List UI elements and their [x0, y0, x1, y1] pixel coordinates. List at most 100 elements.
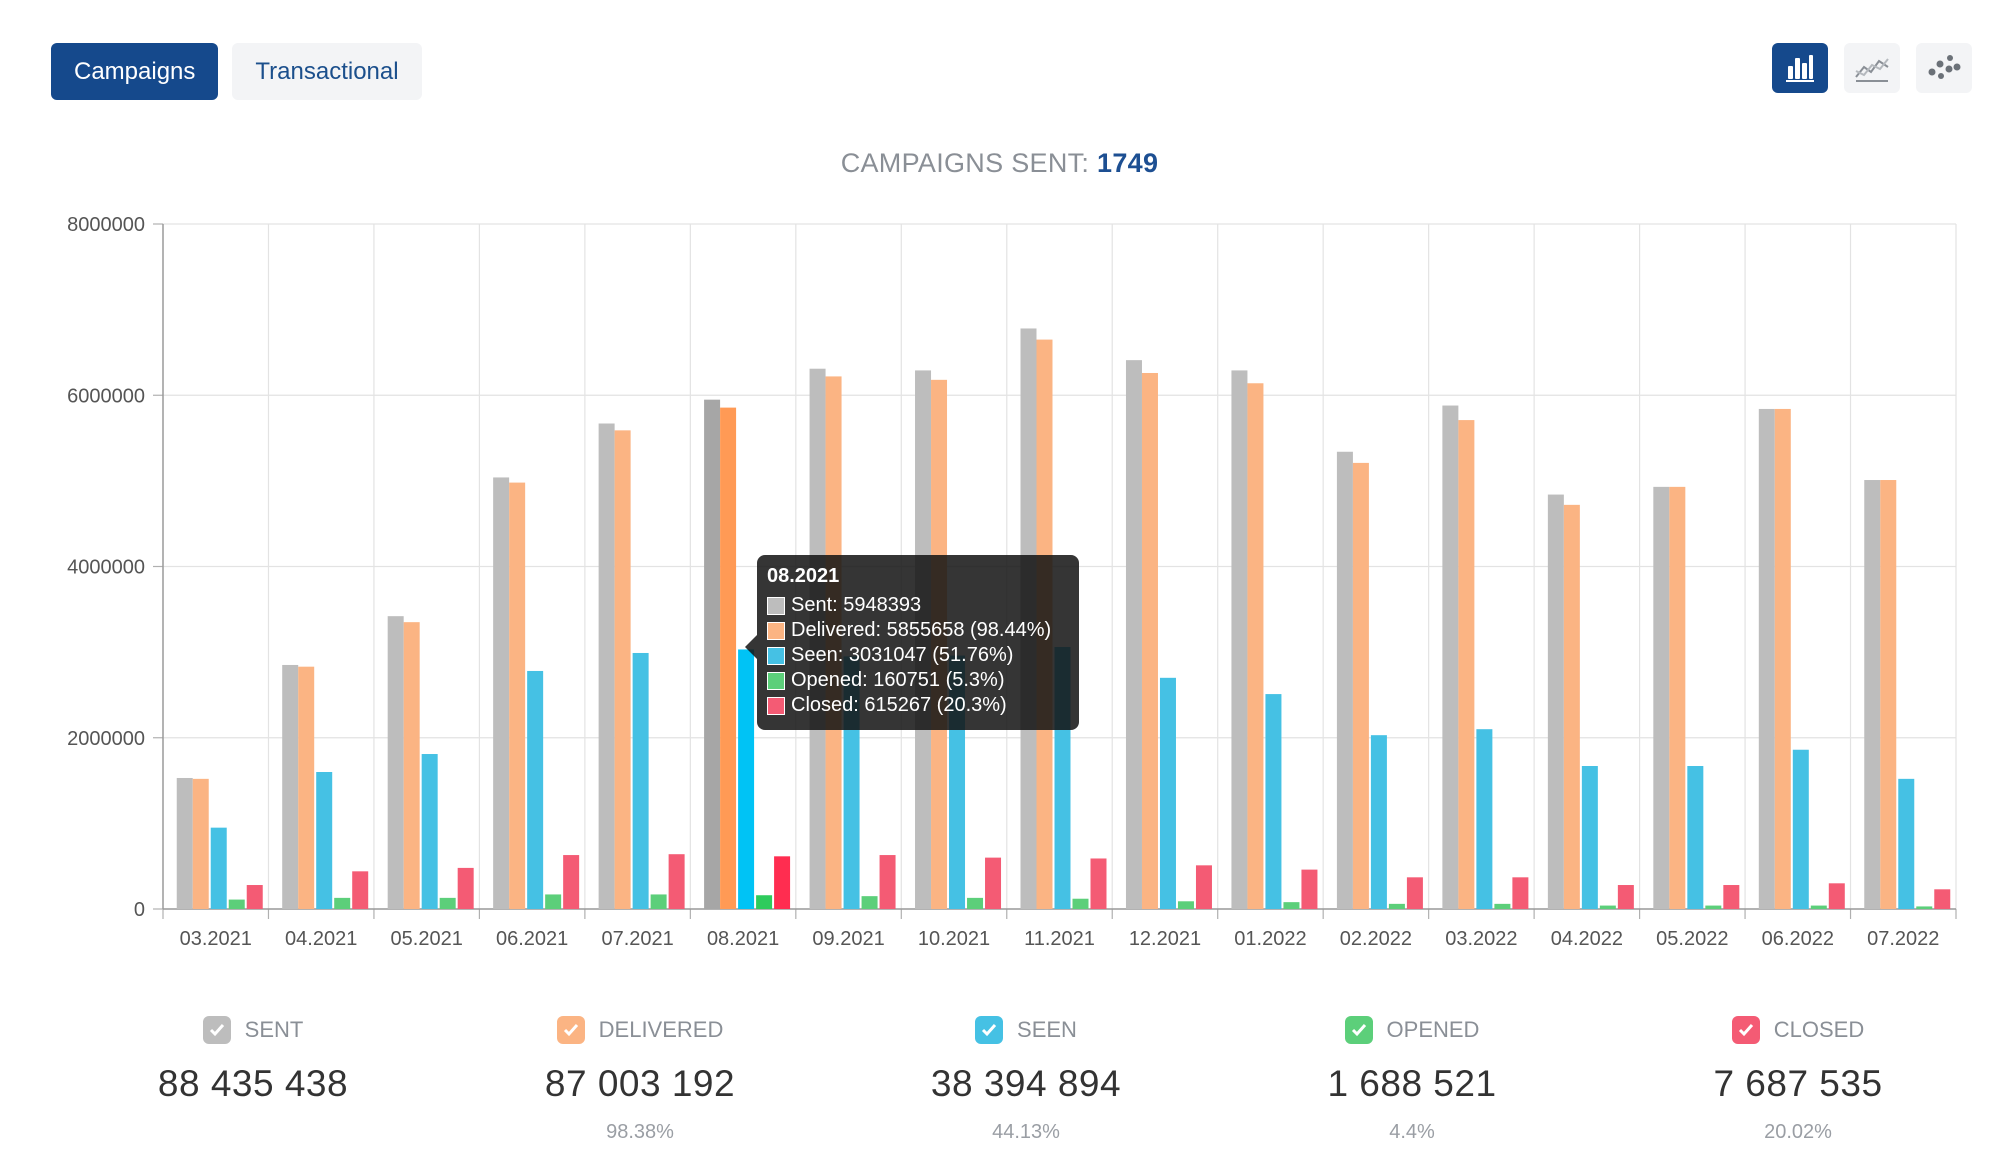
- bar-delivered: [403, 622, 420, 909]
- scatter-chart-view-button[interactable]: [1916, 43, 1972, 93]
- x-tick-label: 03.2021: [180, 928, 252, 950]
- bar-sent: [176, 777, 193, 909]
- stat-total: 38 394 894: [930, 1063, 1122, 1104]
- x-tick-label: 05.2022: [1656, 928, 1728, 950]
- tooltip-row-text: Sent: 5948393: [791, 594, 922, 616]
- x-tick-label: 08.2021: [707, 928, 779, 950]
- x-tick-label: 07.2021: [601, 928, 673, 950]
- legend-toggle-opened[interactable]: OPENED: [1262, 1015, 1562, 1045]
- stat-total: 88 435 438: [157, 1063, 349, 1104]
- tab-campaigns[interactable]: Campaigns: [51, 43, 219, 100]
- bar-sent: [387, 616, 404, 909]
- bar-delivered: [1458, 420, 1475, 909]
- legend-toggle-delivered[interactable]: DELIVERED: [490, 1015, 790, 1045]
- checkbox-icon[interactable]: [975, 1016, 1004, 1044]
- legend-toggle-closed[interactable]: CLOSED: [1648, 1015, 1948, 1045]
- bar-delivered: [192, 778, 209, 909]
- campaigns-sent-count: 1749: [1097, 148, 1159, 178]
- x-tick-label: 02.2022: [1340, 928, 1412, 950]
- campaigns-sent-label: CAMPAIGNS SENT:: [840, 148, 1090, 178]
- x-tick-label: 12.2021: [1129, 928, 1201, 950]
- bar-opened: [545, 894, 562, 909]
- bar-sent: [493, 477, 510, 909]
- bar-closed: [1723, 885, 1740, 909]
- bar-sent: [1758, 408, 1775, 909]
- stat-total: 7 687 535: [1713, 1063, 1883, 1104]
- bar-opened: [756, 895, 773, 909]
- bar-opened: [228, 899, 245, 909]
- bar-closed: [1617, 885, 1634, 909]
- legend-toggle-sent[interactable]: SENT: [103, 1015, 403, 1045]
- x-tick-label: 06.2021: [496, 928, 568, 950]
- stat-seen: SEEN 38 394 894 44.13%: [876, 1015, 1176, 1144]
- tooltip-row-sent: Sent: 5948393: [767, 593, 1069, 618]
- bar-seen: [1792, 749, 1809, 909]
- bar-sent: [1231, 370, 1248, 909]
- x-tick-label: 07.2022: [1867, 928, 1939, 950]
- bar-sent: [282, 664, 299, 909]
- bar-seen: [316, 772, 333, 909]
- y-tick-label: 0: [134, 899, 145, 921]
- bar-opened: [1916, 906, 1933, 909]
- bar-opened: [650, 894, 667, 909]
- bar-seen: [527, 670, 544, 909]
- bar-closed: [1406, 877, 1423, 909]
- checkbox-icon[interactable]: [556, 1016, 585, 1044]
- bar-closed: [563, 855, 580, 909]
- bar-opened: [1072, 898, 1089, 909]
- bar-closed: [457, 867, 474, 909]
- bar-closed: [1195, 865, 1212, 909]
- bar-seen: [1687, 766, 1704, 909]
- stat-percentage: 98.38%: [606, 1121, 674, 1143]
- stat-delivered: DELIVERED 87 003 192 98.38%: [490, 1015, 790, 1144]
- bar-closed: [1934, 889, 1951, 909]
- bar-closed: [352, 871, 369, 909]
- tooltip-swatch: [767, 646, 785, 665]
- bar-seen: [1476, 729, 1493, 909]
- stat-total: 87 003 192: [544, 1063, 736, 1104]
- tab-transactional[interactable]: Transactional: [232, 43, 422, 100]
- bar-seen: [1265, 694, 1282, 909]
- bar-seen: [632, 652, 649, 909]
- x-tick-label: 09.2021: [812, 928, 884, 950]
- stat-percentage: 44.13%: [992, 1121, 1060, 1143]
- checkbox-icon[interactable]: [202, 1016, 231, 1044]
- bar-closed: [1512, 877, 1529, 909]
- bar-seen: [1159, 677, 1176, 909]
- line-chart-icon: [1855, 58, 1889, 82]
- bar-opened: [439, 897, 456, 909]
- campaign-bar-chart: 0 2000000 4000000 6000000 8000000 03.2021 04.2…: [67, 214, 1957, 950]
- bar-opened: [1705, 905, 1722, 909]
- bar-closed: [1828, 883, 1845, 909]
- bar-opened: [1283, 902, 1300, 909]
- legend-toggle-seen[interactable]: SEEN: [876, 1015, 1176, 1045]
- x-tick-label: 01.2022: [1234, 928, 1306, 950]
- chart-tooltip: 08.2021 Sent: 5948393 Delivered: 5855658…: [745, 555, 1079, 730]
- x-tick-label: 04.2021: [285, 928, 357, 950]
- stat-name: OPENED: [1386, 1017, 1480, 1042]
- x-tick-label: 05.2021: [391, 928, 463, 950]
- bar-chart-view-button[interactable]: [1772, 43, 1828, 93]
- bar-opened: [1494, 903, 1511, 909]
- bar-delivered: [614, 430, 631, 909]
- chart-type-switch: [1772, 43, 1972, 93]
- checkbox-icon[interactable]: [1344, 1016, 1373, 1044]
- tooltip-row-text: Seen: 3031047 (51.76%): [791, 644, 1014, 666]
- tooltip-row-delivered: Delivered: 5855658 (98.44%): [767, 618, 1069, 643]
- checkbox-icon[interactable]: [1731, 1016, 1760, 1044]
- tooltip-row-text: Closed: 615267 (20.3%): [791, 694, 1007, 716]
- campaigns-sent-title: CAMPAIGNS SENT: 1749: [0, 148, 1999, 179]
- stat-total: 1 688 521: [1327, 1063, 1497, 1104]
- bar-delivered: [1774, 408, 1791, 909]
- bar-delivered: [1563, 504, 1580, 909]
- x-tick-label: 10.2021: [918, 928, 990, 950]
- tooltip-row-text: Delivered: 5855658 (98.44%): [791, 619, 1052, 641]
- bar-sent: [1547, 494, 1564, 909]
- bar-sent: [704, 399, 721, 909]
- stat-closed: CLOSED 7 687 535 20.02%: [1648, 1015, 1948, 1144]
- bar-seen: [738, 649, 755, 909]
- bar-seen: [210, 827, 227, 909]
- line-chart-view-button[interactable]: [1844, 43, 1900, 93]
- y-tick-label: 8000000: [67, 214, 145, 236]
- stat-opened: OPENED 1 688 521 4.4%: [1262, 1015, 1562, 1144]
